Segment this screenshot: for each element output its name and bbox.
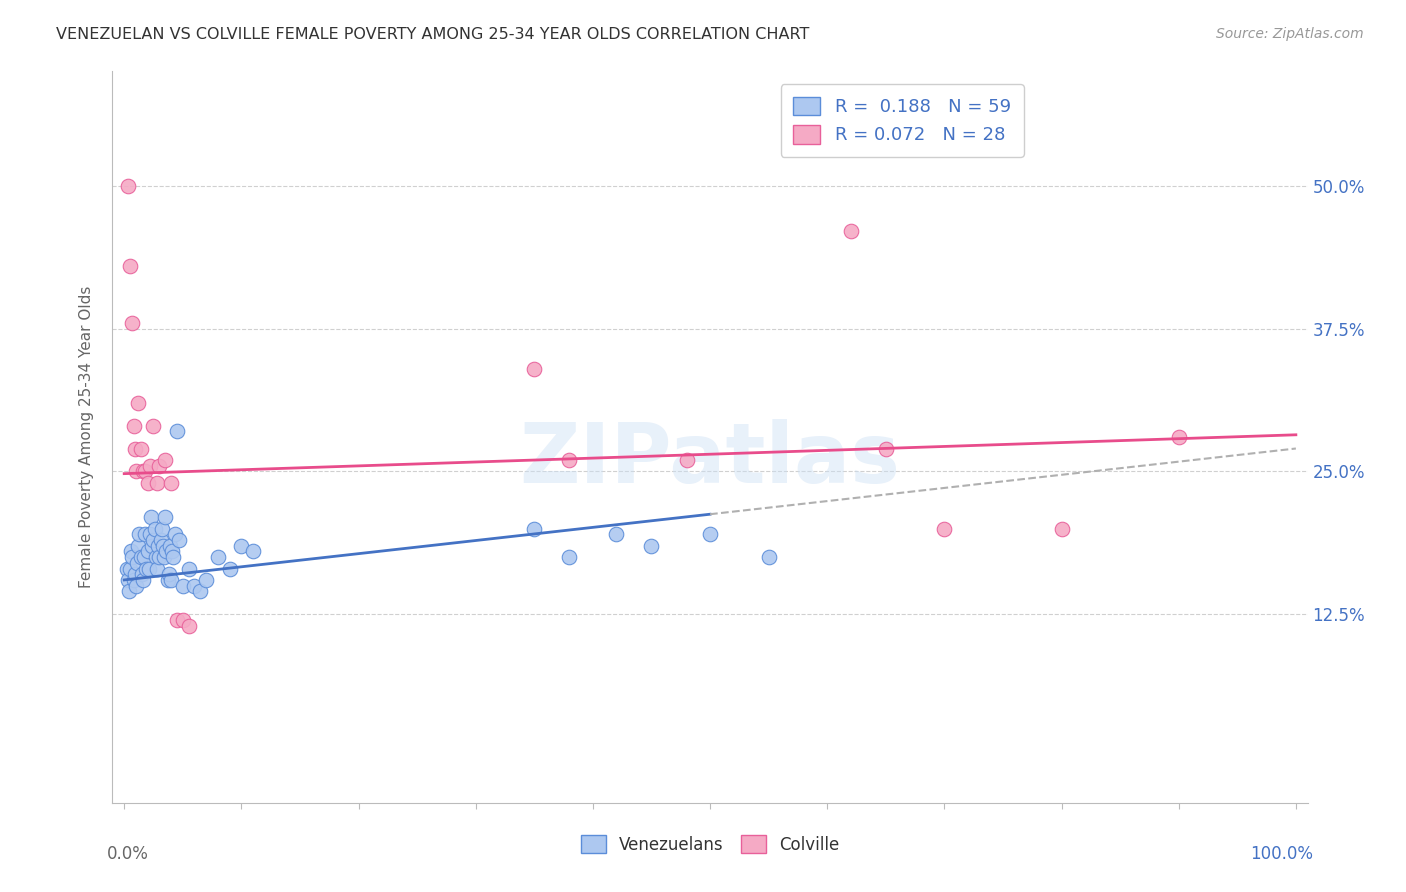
Point [136, 475, 159, 490]
Text: 100.0%: 100.0% [1250, 846, 1313, 863]
Text: ZIPatlas: ZIPatlas [520, 418, 900, 500]
Point [132, 573, 155, 587]
Point [934, 521, 956, 535]
Point [124, 442, 146, 456]
Point [758, 550, 780, 565]
Point [127, 396, 149, 410]
Point [605, 527, 627, 541]
Point [523, 521, 546, 535]
Point [172, 579, 194, 593]
Point [162, 544, 183, 558]
Point [699, 527, 721, 541]
Point [675, 453, 697, 467]
Point [152, 539, 174, 553]
Point [183, 579, 205, 593]
Point [162, 550, 184, 565]
Point [875, 442, 897, 456]
Point [1050, 521, 1073, 535]
Point [177, 561, 200, 575]
Point [188, 584, 212, 599]
Point [155, 544, 177, 558]
Point [166, 425, 188, 439]
Point [148, 539, 170, 553]
Point [242, 544, 264, 558]
Point [558, 453, 581, 467]
Point [523, 361, 546, 376]
Point [207, 550, 229, 565]
Point [195, 573, 218, 587]
Point [121, 316, 143, 330]
Point [115, 561, 138, 575]
Point [121, 550, 143, 565]
Text: VENEZUELAN VS COLVILLE FEMALE POVERTY AMONG 25-34 YEAR OLDS CORRELATION CHART: VENEZUELAN VS COLVILLE FEMALE POVERTY AM… [56, 27, 810, 42]
Point [142, 533, 165, 547]
Point [153, 550, 176, 565]
Point [124, 567, 146, 582]
Y-axis label: Female Poverty Among 25-34 Year Olds: Female Poverty Among 25-34 Year Olds [79, 286, 94, 588]
Point [125, 579, 148, 593]
Point [127, 556, 149, 570]
Point [141, 539, 163, 553]
Point [1167, 430, 1189, 444]
Point [141, 510, 163, 524]
Legend: Venezuelans, Colville: Venezuelans, Colville [574, 829, 846, 860]
Point [145, 550, 167, 565]
Point [138, 561, 160, 575]
Point [143, 521, 166, 535]
Point [129, 550, 152, 565]
Point [117, 178, 139, 193]
Point [127, 539, 149, 553]
Point [231, 539, 253, 553]
Point [128, 527, 150, 541]
Text: 0.0%: 0.0% [107, 846, 149, 863]
Point [139, 527, 162, 541]
Point [155, 453, 177, 467]
Point [118, 584, 141, 599]
Point [120, 544, 142, 558]
Point [120, 561, 141, 575]
Point [160, 475, 183, 490]
Text: Source: ZipAtlas.com: Source: ZipAtlas.com [1216, 27, 1364, 41]
Point [148, 458, 170, 473]
Point [163, 527, 186, 541]
Point [139, 458, 162, 473]
Point [218, 561, 240, 575]
Point [146, 561, 169, 575]
Point [172, 613, 194, 627]
Point [149, 533, 172, 547]
Point [142, 418, 165, 433]
Point [122, 573, 145, 587]
Point [177, 618, 200, 632]
Point [132, 464, 155, 478]
Point [146, 475, 169, 490]
Point [135, 561, 157, 575]
Point [129, 442, 152, 456]
Point [839, 224, 862, 238]
Point [155, 510, 177, 524]
Point [131, 567, 153, 582]
Point [132, 550, 156, 565]
Point [134, 527, 156, 541]
Point [150, 521, 173, 535]
Point [120, 259, 141, 273]
Point [160, 573, 183, 587]
Point [125, 464, 148, 478]
Point [169, 533, 191, 547]
Point [558, 550, 581, 565]
Point [156, 573, 179, 587]
Point [122, 418, 145, 433]
Point [136, 544, 159, 558]
Point [148, 550, 170, 565]
Point [134, 464, 156, 478]
Point [117, 573, 139, 587]
Point [159, 539, 181, 553]
Point [166, 613, 188, 627]
Point [157, 567, 180, 582]
Point [640, 539, 662, 553]
